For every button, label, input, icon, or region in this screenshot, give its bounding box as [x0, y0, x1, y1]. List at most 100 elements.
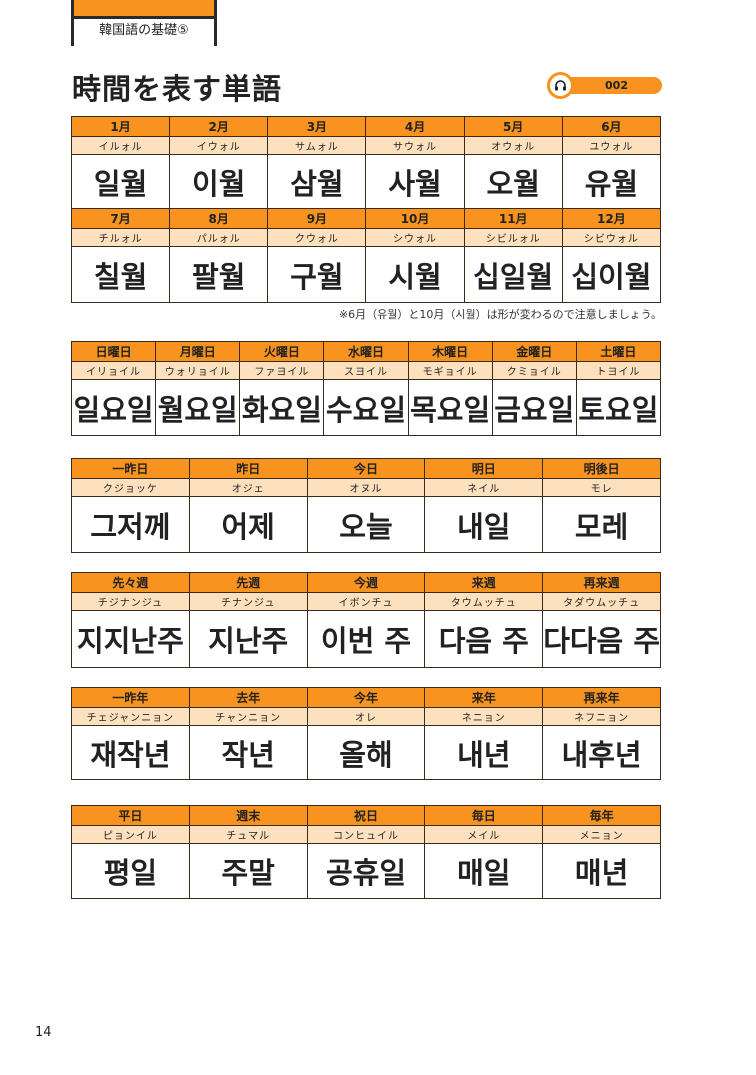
katakana-reading: ネニョン — [424, 707, 544, 726]
korean-word: 팔월 — [169, 246, 269, 303]
vocab-table: 一昨年 去年 今年 来年 再来年 チェジャンニョン チャンニョン オレ ネニョン ネフニョン 재작년… — [71, 687, 661, 780]
japanese-meaning: 木曜日 — [407, 341, 493, 362]
meaning-row: 7月 8月 9月 10月 11月 12月 — [70, 208, 662, 229]
korean-word: 어제 — [188, 496, 308, 553]
word-row: 칠월 팔월 구월 시월 십일월 십이월 — [70, 246, 662, 303]
page-title: 時間を表す単語 — [72, 72, 283, 106]
korean-word: 토요일 — [575, 379, 662, 436]
katakana-reading: モギョイル — [407, 361, 493, 380]
vocab-table: 1月 2月 3月 4月 5月 6月 イルォル イウォル サムォル サウォル オウォル ユウォル 일월 이월… — [70, 116, 662, 303]
katakana-reading: ピョンイル — [71, 825, 190, 844]
meaning-row: 日曜日 月曜日 火曜日 水曜日 木曜日 金曜日 土曜日 — [70, 341, 662, 362]
japanese-meaning: 先々週 — [71, 572, 190, 593]
korean-word: 그저께 — [71, 496, 190, 553]
korean-word: 매년 — [542, 843, 661, 899]
korean-word: 이번 주 — [306, 610, 426, 668]
katakana-reading: メイル — [424, 825, 544, 844]
korean-word: 오늘 — [306, 496, 426, 553]
meaning-row: 一昨日 昨日 今日 明日 明後日 — [71, 458, 661, 479]
reading-row: チェジャンニョン チャンニョン オレ ネニョン ネフニョン — [71, 707, 661, 726]
reading-row: イリョイル ウォリョイル ファヨイル スヨイル モギョイル クミョイル トヨイル — [70, 361, 662, 380]
korean-word: 오월 — [463, 154, 563, 209]
katakana-reading: クジョッケ — [71, 478, 190, 497]
japanese-meaning: 8月 — [169, 208, 269, 229]
korean-word: 작년 — [188, 725, 308, 780]
katakana-reading: チェジャンニョン — [71, 707, 190, 726]
korean-word: 사월 — [365, 154, 465, 209]
korean-word: 지지난주 — [71, 610, 190, 668]
audio-track-number: 002 — [557, 77, 662, 94]
korean-word: 월요일 — [155, 379, 241, 436]
japanese-meaning: 一昨日 — [71, 458, 190, 479]
katakana-reading: イリョイル — [70, 361, 157, 380]
korean-word: 시월 — [365, 246, 465, 303]
japanese-meaning: 2月 — [169, 116, 269, 137]
japanese-meaning: 祝日 — [306, 805, 426, 826]
meaning-row: 先々週 先週 今週 来週 再来週 — [71, 572, 661, 593]
section-tab: 韓国語の基礎⑤ — [71, 0, 217, 46]
japanese-meaning: 一昨年 — [71, 687, 190, 708]
korean-word: 이월 — [169, 154, 269, 209]
korean-word: 삼월 — [267, 154, 367, 209]
katakana-reading: チナンジュ — [188, 592, 308, 611]
japanese-meaning: 今年 — [306, 687, 426, 708]
katakana-reading: コンヒュイル — [306, 825, 426, 844]
katakana-reading: チュマル — [188, 825, 308, 844]
katakana-reading: パルォル — [169, 228, 269, 247]
japanese-meaning: 土曜日 — [575, 341, 662, 362]
japanese-meaning: 週末 — [188, 805, 308, 826]
katakana-reading: ネイル — [424, 478, 544, 497]
korean-word: 모레 — [542, 496, 661, 553]
japanese-meaning: 4月 — [365, 116, 465, 137]
japanese-meaning: 9月 — [267, 208, 367, 229]
katakana-reading: オヌル — [306, 478, 426, 497]
japanese-meaning: 来週 — [424, 572, 544, 593]
headphones-icon — [547, 72, 574, 99]
vocab-table: 日曜日 月曜日 火曜日 水曜日 木曜日 金曜日 土曜日 イリョイル ウォリョイル ファヨイル スヨイ… — [70, 341, 662, 436]
section-tab-label: 韓国語の基礎⑤ — [99, 23, 189, 38]
korean-word: 평일 — [71, 843, 190, 899]
japanese-meaning: 今週 — [306, 572, 426, 593]
katakana-reading: スヨイル — [323, 361, 409, 380]
meaning-row: 一昨年 去年 今年 来年 再来年 — [71, 687, 661, 708]
katakana-reading: シビルォル — [463, 228, 563, 247]
japanese-meaning: 6月 — [561, 116, 662, 137]
katakana-reading: モレ — [542, 478, 661, 497]
japanese-meaning: 明後日 — [542, 458, 661, 479]
katakana-reading: チジナンジュ — [71, 592, 190, 611]
korean-word: 칠월 — [70, 246, 171, 303]
korean-word: 지난주 — [188, 610, 308, 668]
reading-row: クジョッケ オジェ オヌル ネイル モレ — [71, 478, 661, 497]
korean-word: 금요일 — [491, 379, 577, 436]
katakana-reading: クミョイル — [491, 361, 577, 380]
japanese-meaning: 11月 — [463, 208, 563, 229]
korean-word: 내년 — [424, 725, 544, 780]
katakana-reading: イボンチュ — [306, 592, 426, 611]
word-row: 일월 이월 삼월 사월 오월 유월 — [70, 154, 662, 209]
japanese-meaning: 1月 — [70, 116, 171, 137]
japanese-meaning: 火曜日 — [239, 341, 325, 362]
japanese-meaning: 先週 — [188, 572, 308, 593]
korean-word: 재작년 — [71, 725, 190, 780]
korean-word: 공휴일 — [306, 843, 426, 899]
katakana-reading: トヨイル — [575, 361, 662, 380]
japanese-meaning: 水曜日 — [323, 341, 409, 362]
korean-word: 구월 — [267, 246, 367, 303]
katakana-reading: タウムッチュ — [424, 592, 544, 611]
korean-word: 주말 — [188, 843, 308, 899]
katakana-reading: クウォル — [267, 228, 367, 247]
katakana-reading: タダウムッチュ — [542, 592, 661, 611]
reading-row: イルォル イウォル サムォル サウォル オウォル ユウォル — [70, 136, 662, 155]
katakana-reading: チャンニョン — [188, 707, 308, 726]
katakana-reading: シウォル — [365, 228, 465, 247]
audio-track-badge[interactable]: 002 — [547, 72, 662, 99]
japanese-meaning: 毎年 — [542, 805, 661, 826]
word-row: 지지난주 지난주 이번 주 다음 주 다다음 주 — [71, 610, 661, 668]
japanese-meaning: 12月 — [561, 208, 662, 229]
reading-row: ピョンイル チュマル コンヒュイル メイル メニョン — [71, 825, 661, 844]
katakana-reading: サウォル — [365, 136, 465, 155]
vocab-table: 先々週 先週 今週 来週 再来週 チジナンジュ チナンジュ イボンチュ タウムッチュ タダウムッチ… — [71, 572, 661, 668]
korean-word: 수요일 — [323, 379, 409, 436]
japanese-meaning: 再来週 — [542, 572, 661, 593]
